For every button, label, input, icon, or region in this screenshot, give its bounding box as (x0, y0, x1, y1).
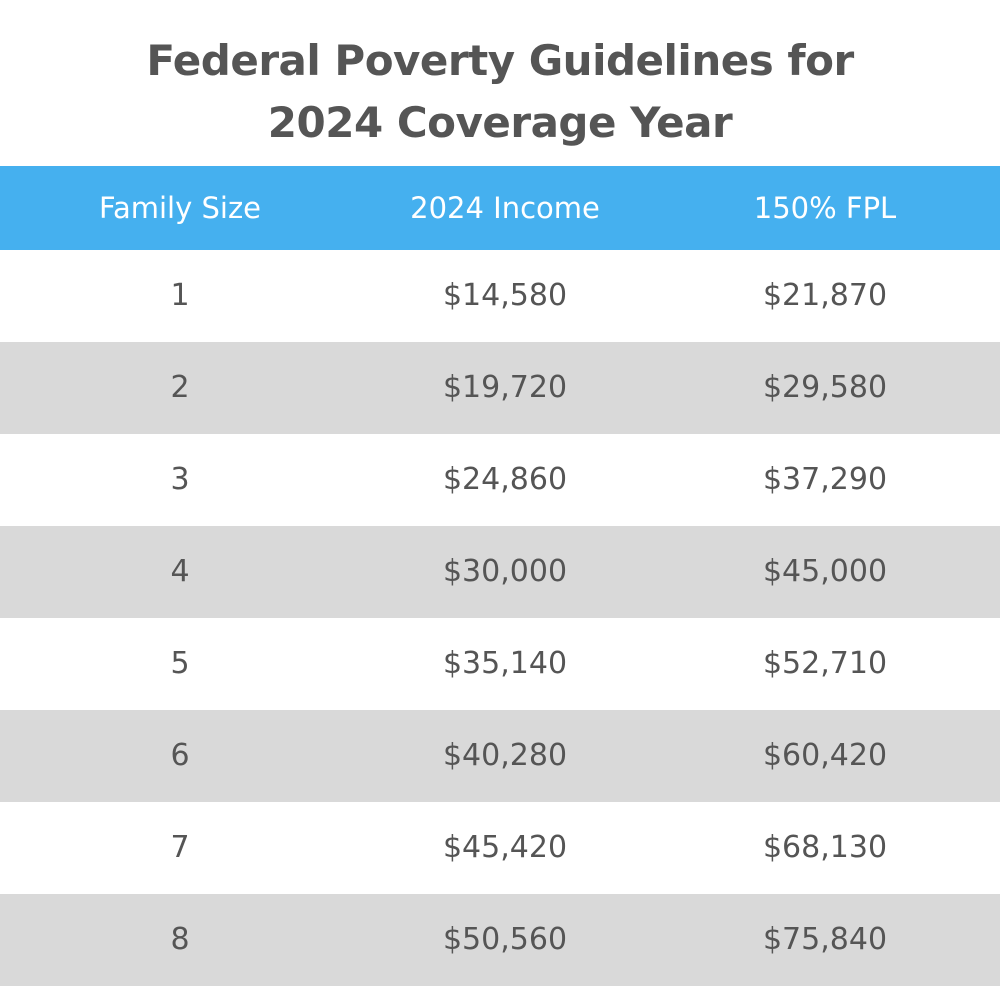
fpl-150-cell: $60,420 (762, 738, 888, 773)
family-size-cell: 5 (170, 646, 190, 681)
table-row: 3 $24,860 $37,290 (0, 434, 1000, 526)
income-cell: $19,720 (442, 370, 568, 405)
income-cell: $35,140 (442, 646, 568, 681)
family-size-cell: 3 (170, 462, 190, 497)
family-size-cell: 2 (170, 370, 190, 405)
table-row: 4 $30,000 $45,000 (0, 526, 1000, 618)
income-cell: $24,860 (442, 462, 568, 497)
title-line-1: Federal Poverty Guidelines for (146, 36, 854, 85)
family-size-cell: 8 (170, 922, 190, 957)
family-size-cell: 1 (170, 278, 190, 313)
header-family-size: Family Size (98, 191, 262, 225)
header-2024-income: 2024 Income (410, 191, 600, 225)
income-cell: $50,560 (442, 922, 568, 957)
family-size-cell: 4 (170, 554, 190, 589)
fpl-150-cell: $52,710 (762, 646, 888, 681)
table-header-row: Family Size 2024 Income 150% FPL (0, 166, 1000, 250)
table-row: 2 $19,720 $29,580 (0, 342, 1000, 434)
fpl-150-cell: $45,000 (762, 554, 888, 589)
table-row: 6 $40,280 $60,420 (0, 710, 1000, 802)
fpl-150-cell: $37,290 (762, 462, 888, 497)
title-line-2: 2024 Coverage Year (267, 98, 733, 147)
header-150-fpl: 150% FPL (753, 191, 897, 225)
fpl-150-cell: $21,870 (762, 278, 888, 313)
page-title: Federal Poverty Guidelines for 2024 Cove… (0, 30, 1000, 154)
poverty-guidelines-table: Family Size 2024 Income 150% FPL 1 $14,5… (0, 166, 1000, 986)
income-cell: $45,420 (442, 830, 568, 865)
family-size-cell: 6 (170, 738, 190, 773)
fpl-150-cell: $29,580 (762, 370, 888, 405)
table-row: 8 $50,560 $75,840 (0, 894, 1000, 986)
table-row: 1 $14,580 $21,870 (0, 250, 1000, 342)
income-cell: $14,580 (442, 278, 568, 313)
fpl-150-cell: $68,130 (762, 830, 888, 865)
table-row: 7 $45,420 $68,130 (0, 802, 1000, 894)
family-size-cell: 7 (170, 830, 190, 865)
income-cell: $30,000 (442, 554, 568, 589)
fpl-150-cell: $75,840 (762, 922, 888, 957)
income-cell: $40,280 (442, 738, 568, 773)
table-row: 5 $35,140 $52,710 (0, 618, 1000, 710)
